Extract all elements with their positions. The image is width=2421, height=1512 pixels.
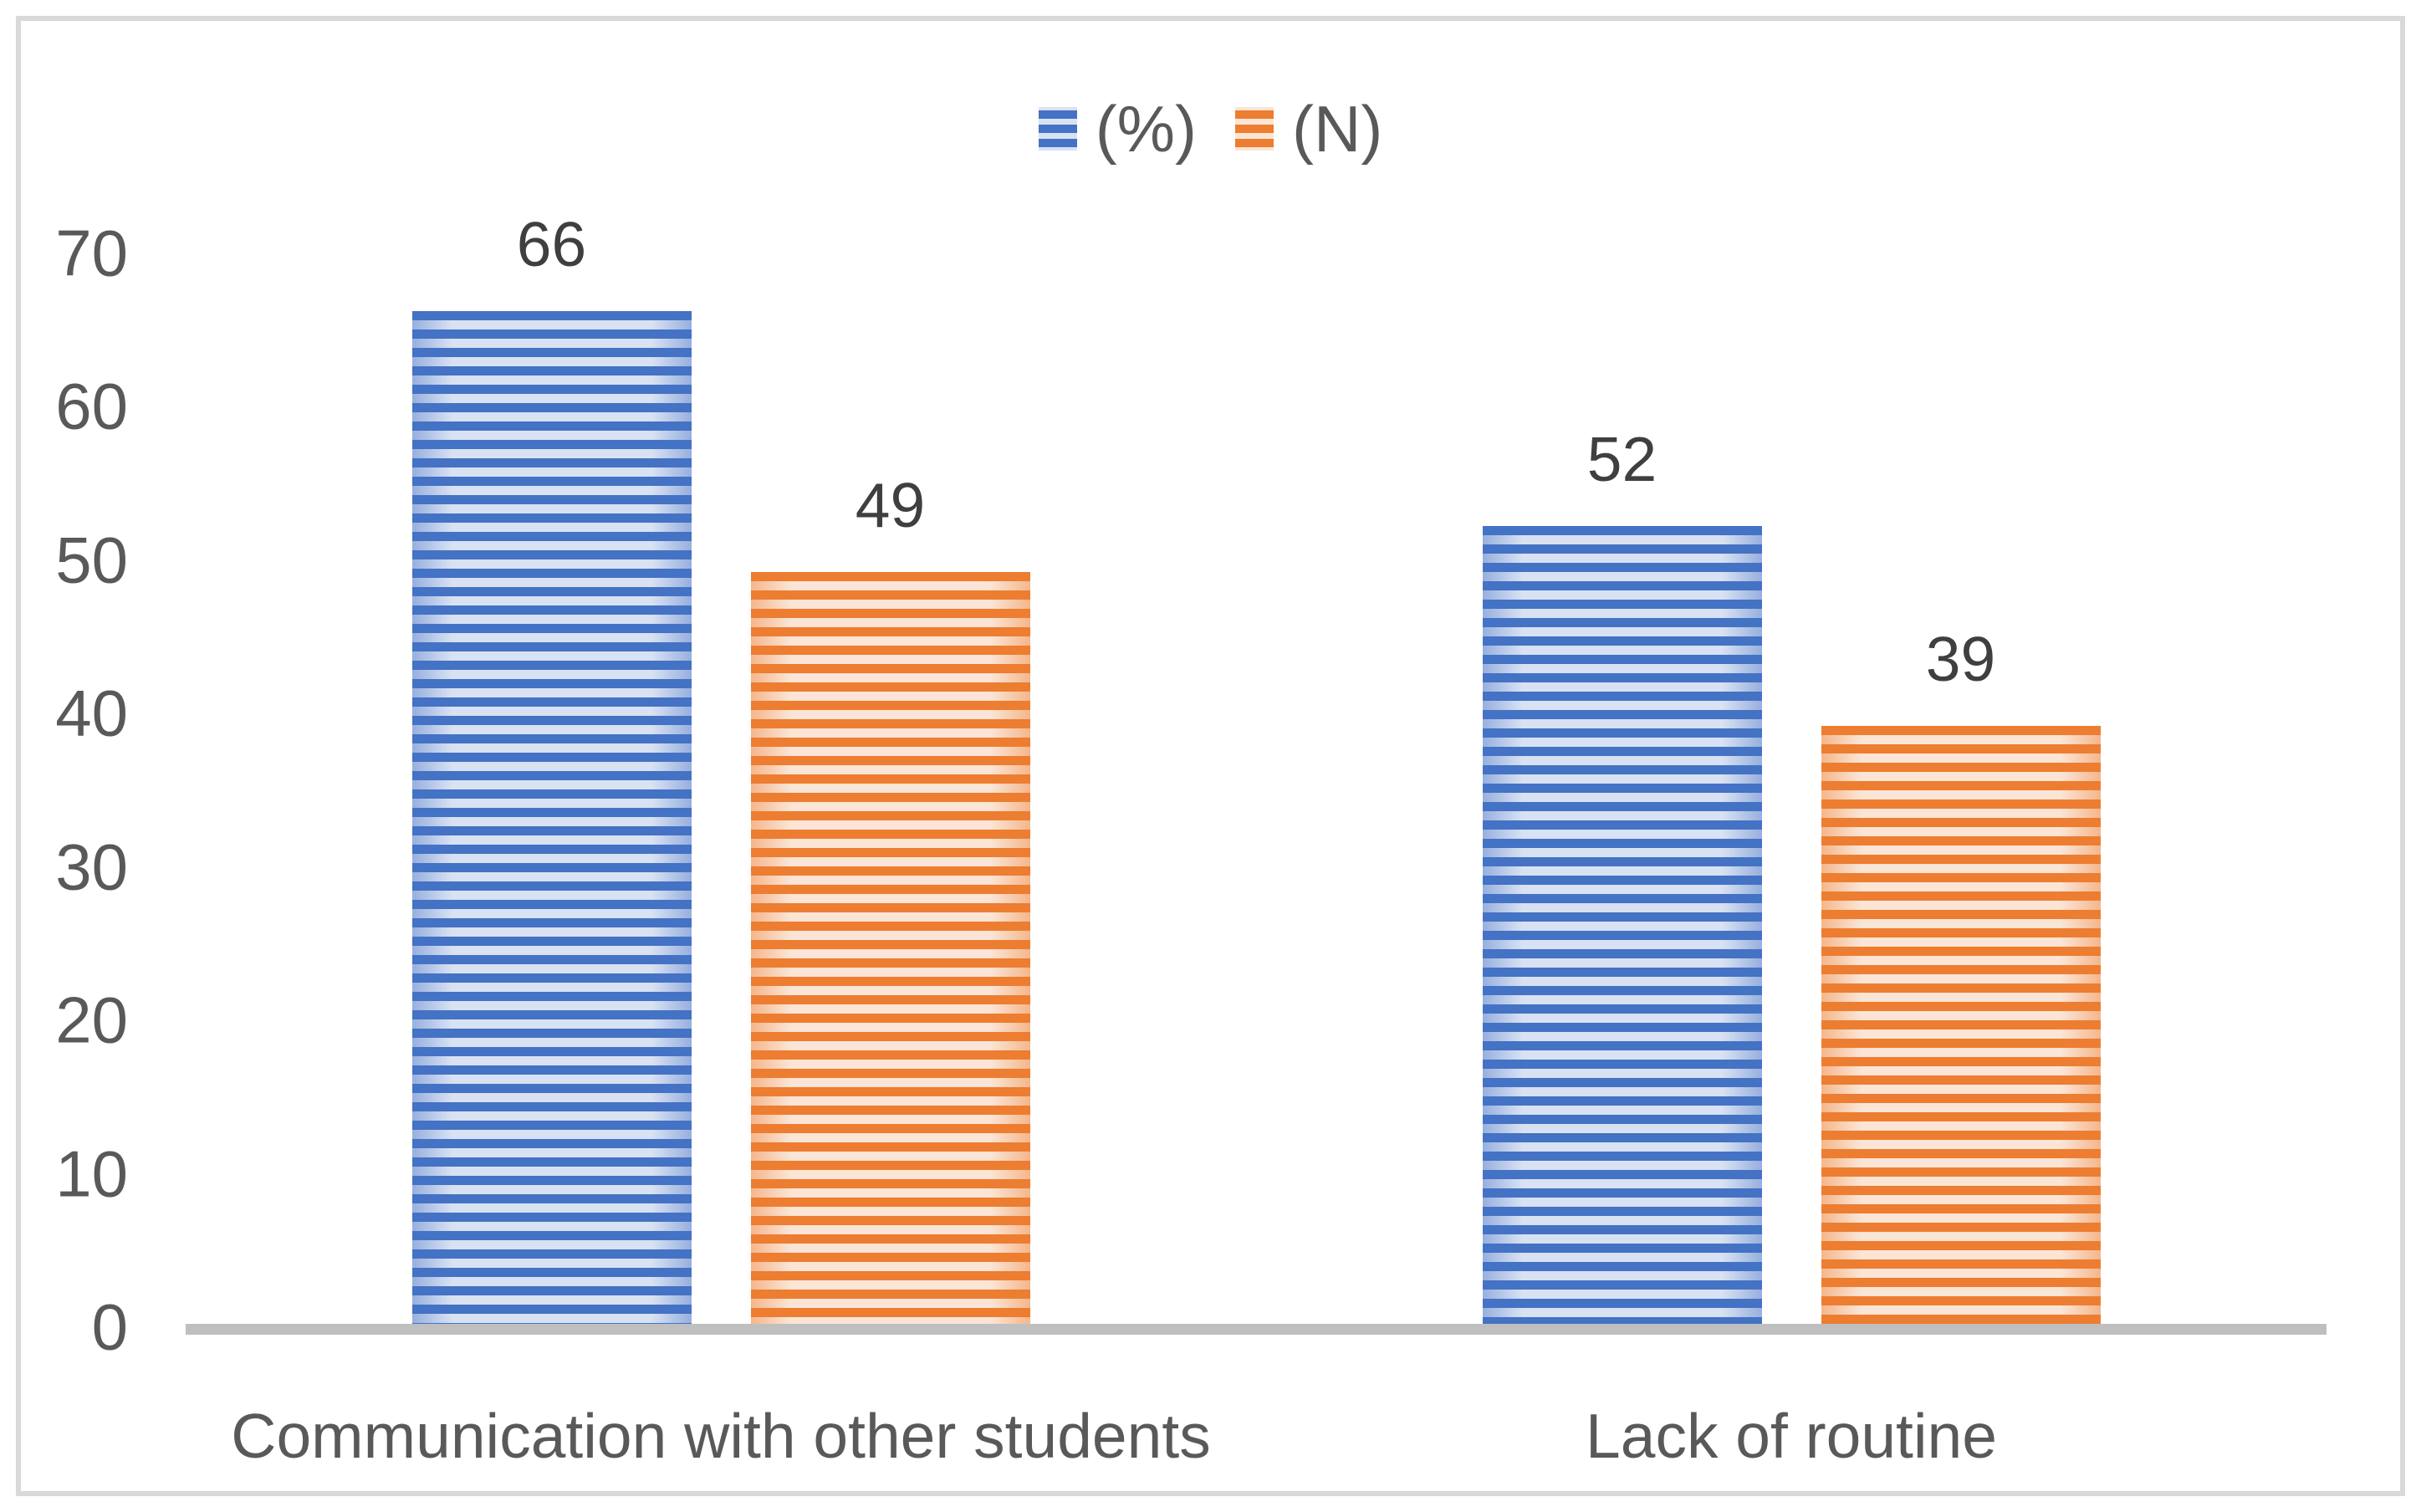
y-tick-label: 40 <box>55 676 128 750</box>
legend-swatch-icon <box>1235 107 1274 151</box>
y-tick-label: 50 <box>55 523 128 597</box>
y-tick-label: 70 <box>55 216 128 290</box>
bar <box>1482 526 1762 1324</box>
legend-label: (N) <box>1292 92 1383 166</box>
y-tick-label: 10 <box>55 1137 128 1211</box>
y-tick-label: 0 <box>91 1290 128 1364</box>
bar-value-label: 66 <box>516 209 587 280</box>
legend-item: (N) <box>1235 91 1382 166</box>
x-category-label: Lack of routine <box>1586 1401 1997 1471</box>
chart-border-frame <box>16 16 2405 1496</box>
y-tick-label: 60 <box>55 370 128 444</box>
x-category-label: Communication with other students <box>231 1401 1211 1471</box>
bar-value-label: 39 <box>1925 623 1996 694</box>
bar <box>1821 725 2101 1324</box>
bar-value-label: 52 <box>1586 424 1657 495</box>
y-tick-label: 30 <box>55 830 128 904</box>
bar <box>411 311 692 1324</box>
bar <box>750 572 1030 1324</box>
y-axis-tick-labels: 0 10 20 30 40 50 60 70 <box>0 0 128 1512</box>
legend-label: (%) <box>1095 92 1198 166</box>
y-tick-label: 20 <box>55 983 128 1057</box>
legend-item: (%) <box>1038 91 1198 166</box>
bar-value-label: 49 <box>855 470 926 541</box>
x-axis-line <box>186 1324 2327 1335</box>
legend-swatch-icon <box>1038 107 1077 151</box>
chart-legend: (%) (N) <box>0 91 2421 166</box>
